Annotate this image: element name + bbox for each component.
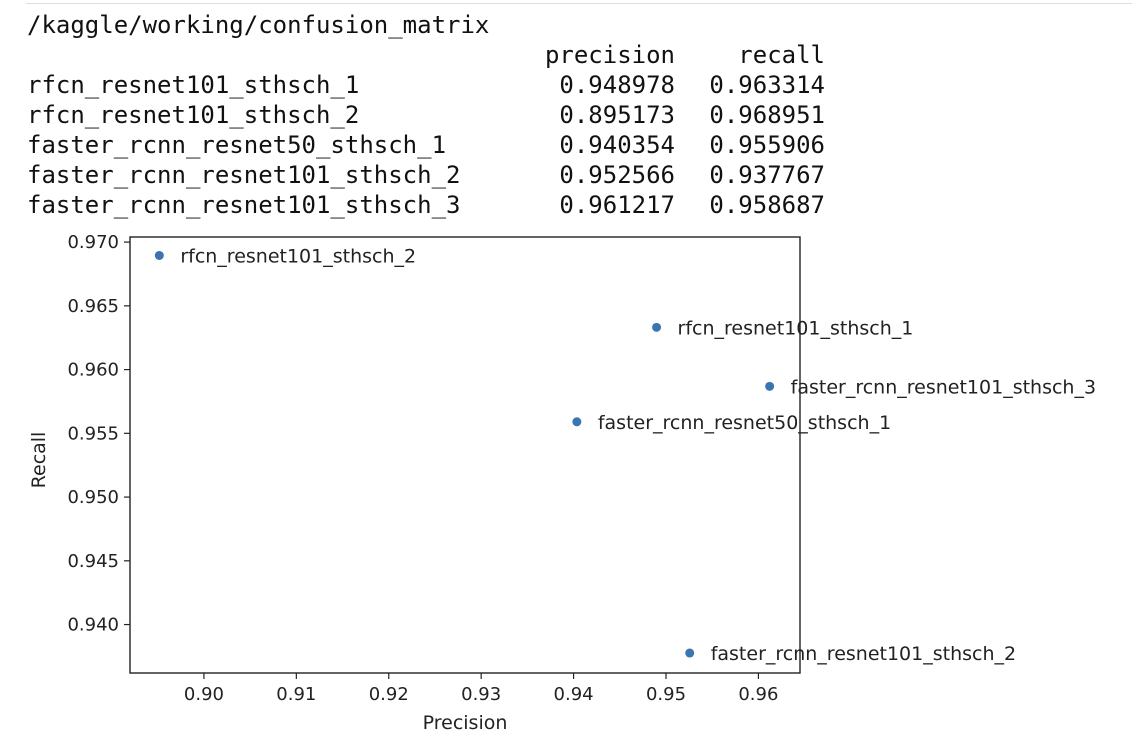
recall-cell: 0.937767 xyxy=(709,161,825,189)
table-row: faster_rcnn_resnet101_sthsch_3 0.961217 … xyxy=(27,190,825,220)
y-axis: 0.940 0.945 0.950 0.955 0.960 0.965 0.970 xyxy=(67,232,130,636)
y-axis-label: Recall xyxy=(28,432,50,489)
recall-cell: 0.963314 xyxy=(709,71,825,99)
output-path: /kaggle/working/confusion_matrix xyxy=(27,11,490,39)
recall-cell: 0.968951 xyxy=(709,101,825,129)
x-tick-label: 0.95 xyxy=(646,684,686,705)
x-tick-label: 0.90 xyxy=(184,684,224,705)
point-labels: rfcn_resnet101_sthsch_1 rfcn_resnet101_st… xyxy=(180,245,1096,665)
point-label: rfcn_resnet101_sthsch_1 xyxy=(678,317,914,339)
table-row: rfcn_resnet101_sthsch_2 0.895173 0.96895… xyxy=(27,100,825,130)
data-point xyxy=(652,322,662,332)
row-name: rfcn_resnet101_sthsch_2 xyxy=(27,101,360,129)
y-tick-label: 0.940 xyxy=(67,615,119,636)
x-axis: 0.90 0.91 0.92 0.93 0.94 0.95 0.96 xyxy=(184,673,778,705)
data-point xyxy=(154,250,164,260)
table-row: rfcn_resnet101_sthsch_1 0.948978 0.96331… xyxy=(27,70,825,100)
dataframe-table: precision recall rfcn_resnet101_sthsch_1… xyxy=(27,40,825,220)
y-tick-label: 0.965 xyxy=(67,296,119,317)
x-tick-label: 0.96 xyxy=(738,684,778,705)
recall-cell: 0.958687 xyxy=(709,191,825,219)
x-tick-label: 0.91 xyxy=(276,684,316,705)
x-tick-label: 0.93 xyxy=(461,684,501,705)
point-label: faster_rcnn_resnet101_sthsch_2 xyxy=(711,643,1016,665)
precision-cell: 0.940354 xyxy=(559,131,675,159)
table-header-row: precision recall xyxy=(27,40,825,70)
y-tick-label: 0.955 xyxy=(67,423,119,444)
row-name: faster_rcnn_resnet101_sthsch_3 xyxy=(27,191,461,219)
table-row: faster_rcnn_resnet101_sthsch_2 0.952566 … xyxy=(27,160,825,190)
data-points xyxy=(154,250,775,658)
cell-output: /kaggle/working/confusion_matrix xyxy=(27,10,489,40)
data-point xyxy=(685,648,695,658)
precision-cell: 0.895173 xyxy=(559,101,675,129)
precision-cell: 0.952566 xyxy=(559,161,675,189)
column-header-precision: precision xyxy=(544,41,675,69)
point-label: faster_rcnn_resnet101_sthsch_3 xyxy=(791,376,1096,398)
point-label: faster_rcnn_resnet50_sthsch_1 xyxy=(598,412,891,434)
point-label: rfcn_resnet101_sthsch_2 xyxy=(180,245,416,267)
row-name: faster_rcnn_resnet101_sthsch_2 xyxy=(27,161,461,189)
y-tick-label: 0.945 xyxy=(67,551,119,572)
data-point xyxy=(572,417,582,427)
row-name: faster_rcnn_resnet50_sthsch_1 xyxy=(27,131,447,159)
y-tick-label: 0.960 xyxy=(67,360,119,381)
y-tick-label: 0.950 xyxy=(67,487,119,508)
precision-cell: 0.948978 xyxy=(559,71,675,99)
cell-separator xyxy=(26,0,1132,4)
plot-frame xyxy=(129,236,801,674)
precision-cell: 0.961217 xyxy=(559,191,675,219)
x-axis-label: Precision xyxy=(423,712,508,734)
recall-cell: 0.955906 xyxy=(709,131,825,159)
table-row: faster_rcnn_resnet50_sthsch_1 0.940354 0… xyxy=(27,130,825,160)
data-point xyxy=(765,381,775,391)
x-tick-label: 0.92 xyxy=(369,684,409,705)
column-header-recall: recall xyxy=(738,41,825,69)
y-tick-label: 0.970 xyxy=(67,232,119,253)
x-tick-label: 0.94 xyxy=(554,684,594,705)
row-name: rfcn_resnet101_sthsch_1 xyxy=(27,71,360,99)
